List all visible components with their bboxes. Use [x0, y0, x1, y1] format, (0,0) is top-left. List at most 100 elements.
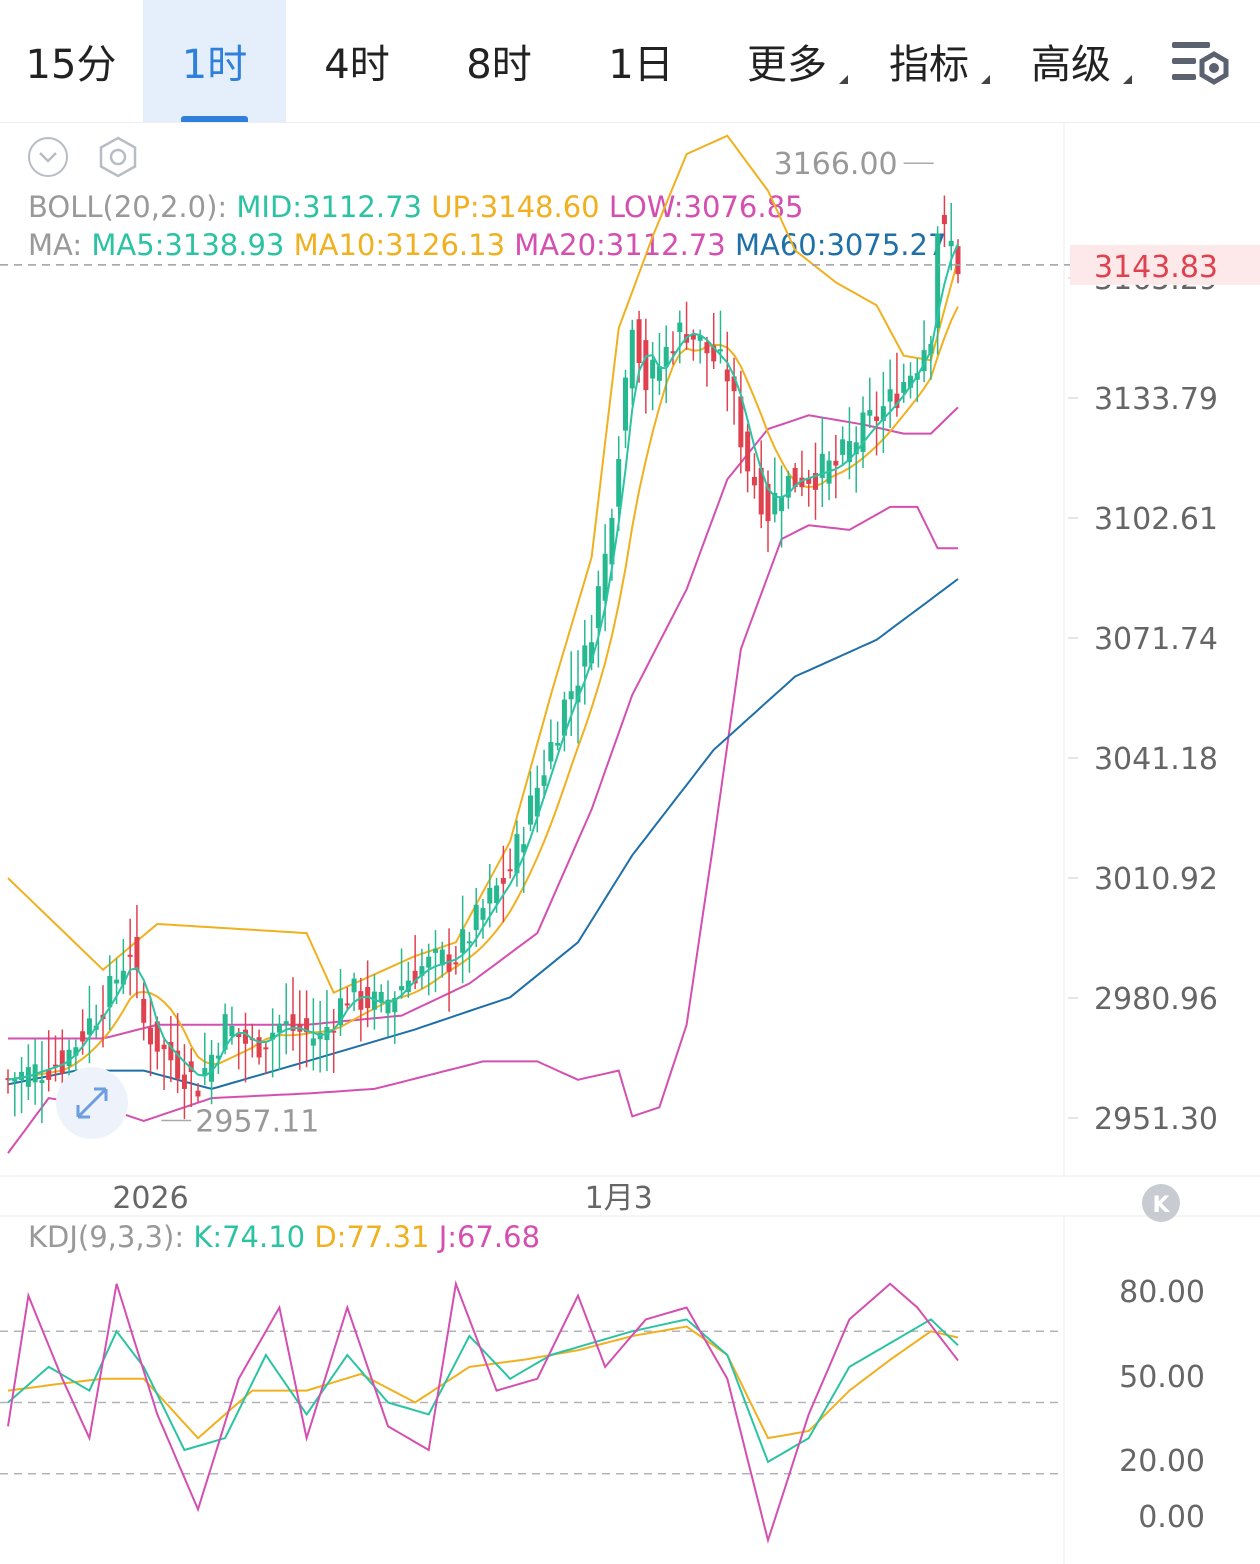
candle-body [609, 517, 615, 565]
candle-body [745, 431, 751, 472]
y-tick-label: 3102.61 [1094, 502, 1218, 537]
candle-body [541, 775, 547, 786]
candle-body [114, 979, 120, 984]
tab-15min[interactable]: 15分 [25, 42, 117, 88]
candle-body [290, 1014, 296, 1031]
candle-body [595, 586, 601, 629]
ma-legend: MA: MA5:3138.93 MA10:3126.13 MA20:3112.7… [28, 228, 946, 262]
candle-body [582, 645, 588, 667]
candle-body [670, 351, 676, 354]
tab-8hour[interactable]: 8时 [466, 42, 532, 88]
candle-body [656, 366, 662, 381]
candle-body [738, 396, 744, 448]
kdj-tick-label: 50.00 [1119, 1360, 1205, 1395]
candle-body [718, 349, 723, 352]
candle-body [188, 1061, 194, 1073]
candle-body [107, 976, 113, 1008]
ma-prefix: MA: [28, 228, 83, 262]
ma20-line [8, 406, 959, 1040]
candle-body [785, 476, 791, 498]
min-price-label: 2957.11 [195, 1105, 319, 1140]
x-axis-label: 1月3 [585, 1181, 653, 1216]
candle-body [534, 787, 540, 817]
boll-upper-line [7, 134, 959, 995]
kdj-tick-label: 0.00 [1138, 1500, 1205, 1535]
tab-more[interactable]: 更多 [716, 0, 858, 122]
expand-arrows-glyph [76, 1087, 108, 1119]
kdj-prefix: KDJ(9,3,3): [28, 1220, 185, 1254]
candle-body [697, 335, 703, 341]
y-tick-label: 3071.74 [1094, 622, 1218, 657]
candle-body [629, 329, 635, 389]
candle-body [236, 1032, 242, 1038]
kdj-tick-label: 80.00 [1119, 1275, 1205, 1310]
candle-body [616, 459, 622, 507]
candle-body [677, 322, 683, 333]
candle-body [412, 970, 418, 984]
candle-body [480, 908, 486, 920]
boll-up-value: UP:3148.60 [431, 190, 600, 224]
chevron-down-icon[interactable] [27, 136, 69, 178]
boll-mid-value: MID:3112.73 [236, 190, 422, 224]
candle-body [602, 553, 608, 601]
candle-body [243, 1029, 248, 1044]
candle-body [908, 375, 913, 388]
candle-body [344, 1003, 350, 1006]
candle-body [799, 477, 805, 488]
dropdown-corner-icon [981, 75, 990, 84]
candle-body [59, 1050, 65, 1074]
candle-body [846, 440, 852, 463]
candle-body [690, 334, 696, 340]
candle-body [53, 1064, 58, 1067]
candle-body [724, 369, 730, 382]
candle-body [127, 954, 133, 957]
candle-body [263, 1047, 269, 1050]
candle-body [955, 246, 961, 275]
expand-arrows-icon[interactable] [56, 1067, 128, 1139]
candle-body [358, 991, 364, 1010]
k-badge-icon[interactable]: K [1142, 1184, 1180, 1222]
candle-body [141, 998, 147, 1023]
candle-body [473, 904, 479, 931]
candle-body [209, 1054, 215, 1082]
candle-body [528, 795, 533, 825]
chart-settings-icon[interactable] [1168, 36, 1232, 92]
candle-body [561, 699, 567, 736]
candle-body [120, 970, 126, 985]
tab-advanced[interactable]: 高级 [1000, 0, 1142, 122]
candle-body [887, 389, 893, 402]
candle-body [453, 962, 459, 965]
dropdown-corner-icon [1123, 75, 1132, 84]
ma10-value: MA10:3126.13 [293, 228, 506, 262]
candle-body [643, 340, 649, 391]
candle-body [555, 742, 561, 746]
active-tab-indicator [181, 116, 248, 122]
y-tick-label: 3010.92 [1094, 862, 1218, 897]
tab-indicators[interactable]: 指标 [858, 0, 1000, 122]
candle-body [901, 382, 907, 393]
candle-body [46, 1069, 52, 1080]
candle-body [650, 359, 656, 379]
candle-body [568, 691, 574, 700]
hexagon-settings-icon[interactable] [97, 136, 139, 178]
candle-body [276, 1023, 282, 1033]
current-price-tag-bg [1070, 244, 1260, 285]
tab-1hour[interactable]: 1时 [143, 0, 286, 122]
current-price-label: 3143.83 [1094, 250, 1218, 285]
candle-body [304, 1018, 310, 1033]
ma60-value: MA60:3075.27 [734, 228, 947, 262]
candle-body [894, 393, 900, 408]
tab-1day[interactable]: 1日 [608, 42, 674, 88]
candle-body [792, 468, 798, 487]
candle-body [66, 1049, 72, 1067]
candle-body [351, 978, 357, 993]
candle-body [948, 240, 954, 247]
candle-body [215, 1055, 221, 1059]
tab-4hour[interactable]: 4时 [324, 42, 390, 88]
candle-body [813, 473, 818, 490]
candle-body [229, 1025, 235, 1037]
candle-body [711, 345, 717, 362]
boll-prefix: BOLL(20,2.0): [28, 190, 228, 224]
candle-body [80, 1031, 86, 1042]
